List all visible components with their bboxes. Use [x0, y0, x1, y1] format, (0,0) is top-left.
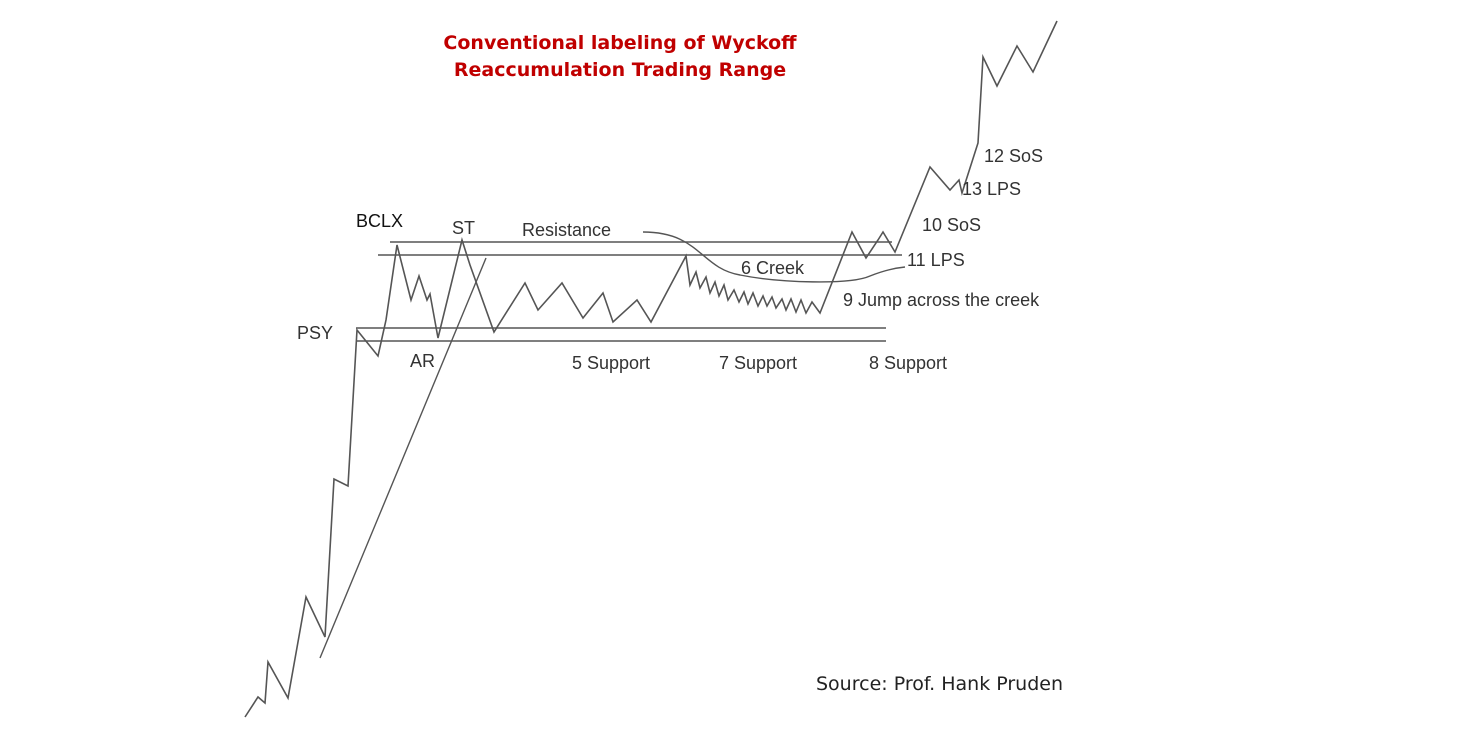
label-jump: 9 Jump across the creek — [843, 290, 1040, 310]
label-support-5: 5 Support — [572, 353, 650, 373]
label-ar: AR — [410, 351, 435, 371]
title-line-2: Reaccumulation Trading Range — [453, 59, 787, 81]
label-lps-11: 11 LPS — [907, 250, 965, 270]
label-resistance: Resistance — [522, 220, 611, 240]
label-lps-13: 13 LPS — [962, 179, 1021, 199]
label-psy: PSY — [297, 323, 333, 343]
label-bclx: BCLX — [356, 211, 403, 231]
label-support-7: 7 Support — [719, 353, 797, 373]
label-support-8: 8 Support — [869, 353, 947, 373]
uptrend-line — [319, 257, 487, 659]
title-line-1: Conventional labeling of Wyckoff — [443, 32, 797, 54]
price-path — [244, 20, 1058, 718]
source-credit: Source: Prof. Hank Pruden — [816, 673, 1064, 695]
label-creek: 6 Creek — [741, 258, 805, 278]
label-st: ST — [452, 218, 475, 238]
creek-curve — [642, 231, 906, 283]
label-sos-12: 12 SoS — [984, 146, 1043, 166]
label-sos-10: 10 SoS — [922, 215, 981, 235]
diagram-title: Conventional labeling of Wyckoff Reaccum… — [360, 30, 880, 84]
